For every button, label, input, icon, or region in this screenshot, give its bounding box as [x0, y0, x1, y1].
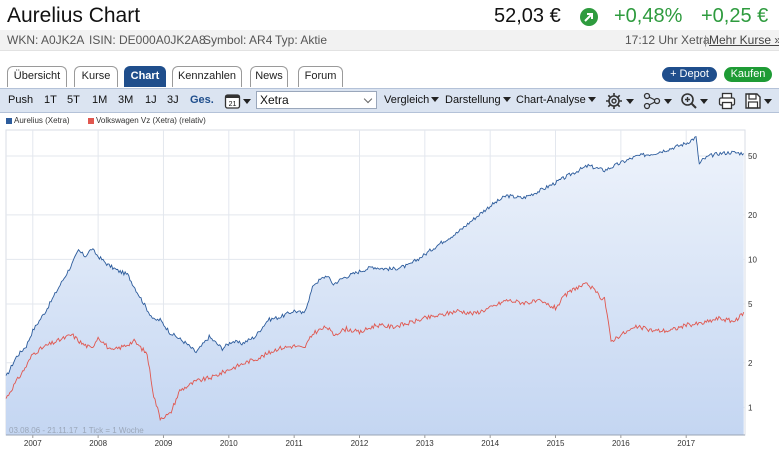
range-3m[interactable]: 3M — [118, 94, 134, 106]
y-tick-label: 10 — [748, 255, 757, 264]
display-menu[interactable]: Darstellung — [445, 94, 511, 106]
calendar-day: 21 — [229, 101, 237, 108]
save-icon[interactable] — [744, 92, 776, 110]
compare-label: Vergleich — [384, 94, 430, 106]
y-tick-label: 1 — [748, 403, 753, 412]
x-tick-label: 2007 — [24, 439, 42, 448]
security-type: Typ: Aktie — [275, 33, 328, 47]
wkn: WKN: A0JK2A — [7, 33, 85, 47]
x-tick-label: 2017 — [677, 439, 695, 448]
y-tick-label: 50 — [748, 152, 757, 161]
security-info-bar: WKN: A0JK2A ISIN: DE000A0JK2A8 Symbol: A… — [0, 30, 779, 51]
tab-uebersicht[interactable]: Übersicht — [7, 66, 67, 87]
zoom-icon[interactable] — [680, 92, 710, 110]
exchange-select[interactable]: Xetra — [256, 91, 377, 109]
chart-footer: 03.08.06 - 21.11.17 1 Tick = 1 Woche — [9, 426, 144, 435]
tab-news[interactable]: News — [250, 66, 288, 87]
change-absolute: +0,25 € — [701, 5, 769, 27]
x-tick-label: 2011 — [286, 439, 304, 448]
calendar-icon[interactable]: 21 — [224, 92, 252, 110]
isin: ISIN: DE000A0JK2A8 — [89, 33, 206, 47]
legend-label-volkswagen: Volkswagen Vz (Xetra) (relativ) — [96, 116, 206, 125]
tab-kurse[interactable]: Kurse — [74, 66, 118, 87]
x-tick-label: 2009 — [155, 439, 173, 448]
range-1m[interactable]: 1M — [92, 94, 108, 106]
chart-legend: Aurelius (Xetra) Volkswagen Vz (Xetra) (… — [0, 114, 779, 128]
page-title: Aurelius Chart — [7, 4, 141, 27]
x-tick-label: 2010 — [220, 439, 238, 448]
chart-canvas[interactable]: 2007 2008 2009 2010 2011 2012 2013 2014 2015 2016… — [0, 128, 779, 452]
print-icon[interactable] — [718, 92, 738, 110]
legend-label-aurelius: Aurelius (Xetra) — [14, 116, 70, 125]
display-label: Darstellung — [445, 94, 501, 106]
chart-toolbar: Push 1T 5T 1M 3M 1J 3J Ges. 21 Xetra Ver… — [0, 88, 779, 113]
range-1j[interactable]: 1J — [145, 94, 157, 106]
add-to-depot-button[interactable]: + Depot — [662, 67, 717, 82]
range-1t[interactable]: 1T — [44, 94, 57, 106]
symbol: Symbol: AR4 — [203, 33, 273, 47]
settings-icon[interactable] — [605, 92, 635, 110]
aurelius-area — [6, 136, 744, 435]
separator: | — [704, 33, 708, 47]
change-percent: +0,48% — [614, 5, 683, 27]
last-price: 52,03 € — [494, 5, 561, 27]
chart-analysis-menu[interactable]: Chart-Analyse — [516, 94, 596, 106]
x-tick-label: 2016 — [612, 439, 630, 448]
tab-forum[interactable]: Forum — [298, 66, 343, 87]
x-tick-label: 2008 — [89, 439, 107, 448]
y-tick-label: 2 — [748, 359, 753, 368]
buy-button[interactable]: Kaufen — [724, 67, 772, 82]
arrow-up-right-icon — [580, 8, 598, 26]
tick-info: 1 Tick = 1 Woche — [82, 426, 144, 435]
x-tick-label: 2014 — [481, 439, 499, 448]
x-tick-label: 2013 — [416, 439, 434, 448]
y-tick-label: 5 — [748, 300, 753, 309]
y-tick-label: 20 — [748, 211, 757, 220]
date-range: 03.08.06 - 21.11.17 — [9, 426, 78, 435]
x-tick-label: 2015 — [547, 439, 565, 448]
legend-swatch-aurelius — [6, 118, 12, 124]
aurelius-line — [5, 135, 745, 376]
range-gesamt[interactable]: Ges. — [190, 94, 214, 106]
chart-analysis-label: Chart-Analyse — [516, 94, 586, 106]
indicators-icon[interactable] — [643, 92, 673, 110]
volkswagen-line — [5, 282, 745, 422]
range-5t[interactable]: 5T — [67, 94, 80, 106]
quote-time: 17:12 Uhr Xetra — [625, 33, 710, 47]
tab-chart[interactable]: Chart — [124, 66, 166, 87]
tab-kennzahlen[interactable]: Kennzahlen — [172, 66, 242, 87]
price-chart[interactable]: 2007 2008 2009 2010 2011 2012 2013 2014 2015 2016… — [0, 128, 779, 452]
legend-swatch-volkswagen — [88, 118, 94, 124]
push-button[interactable]: Push — [8, 94, 34, 106]
range-3j[interactable]: 3J — [167, 94, 179, 106]
x-tick-label: 2012 — [351, 439, 369, 448]
tab-bar: Übersicht Kurse Chart Kennzahlen News Fo… — [0, 66, 779, 88]
compare-menu[interactable]: Vergleich — [384, 94, 440, 106]
chevron-down-icon — [363, 94, 373, 104]
exchange-value: Xetra — [260, 93, 289, 107]
more-quotes-link[interactable]: Mehr Kurse » — [709, 33, 779, 47]
